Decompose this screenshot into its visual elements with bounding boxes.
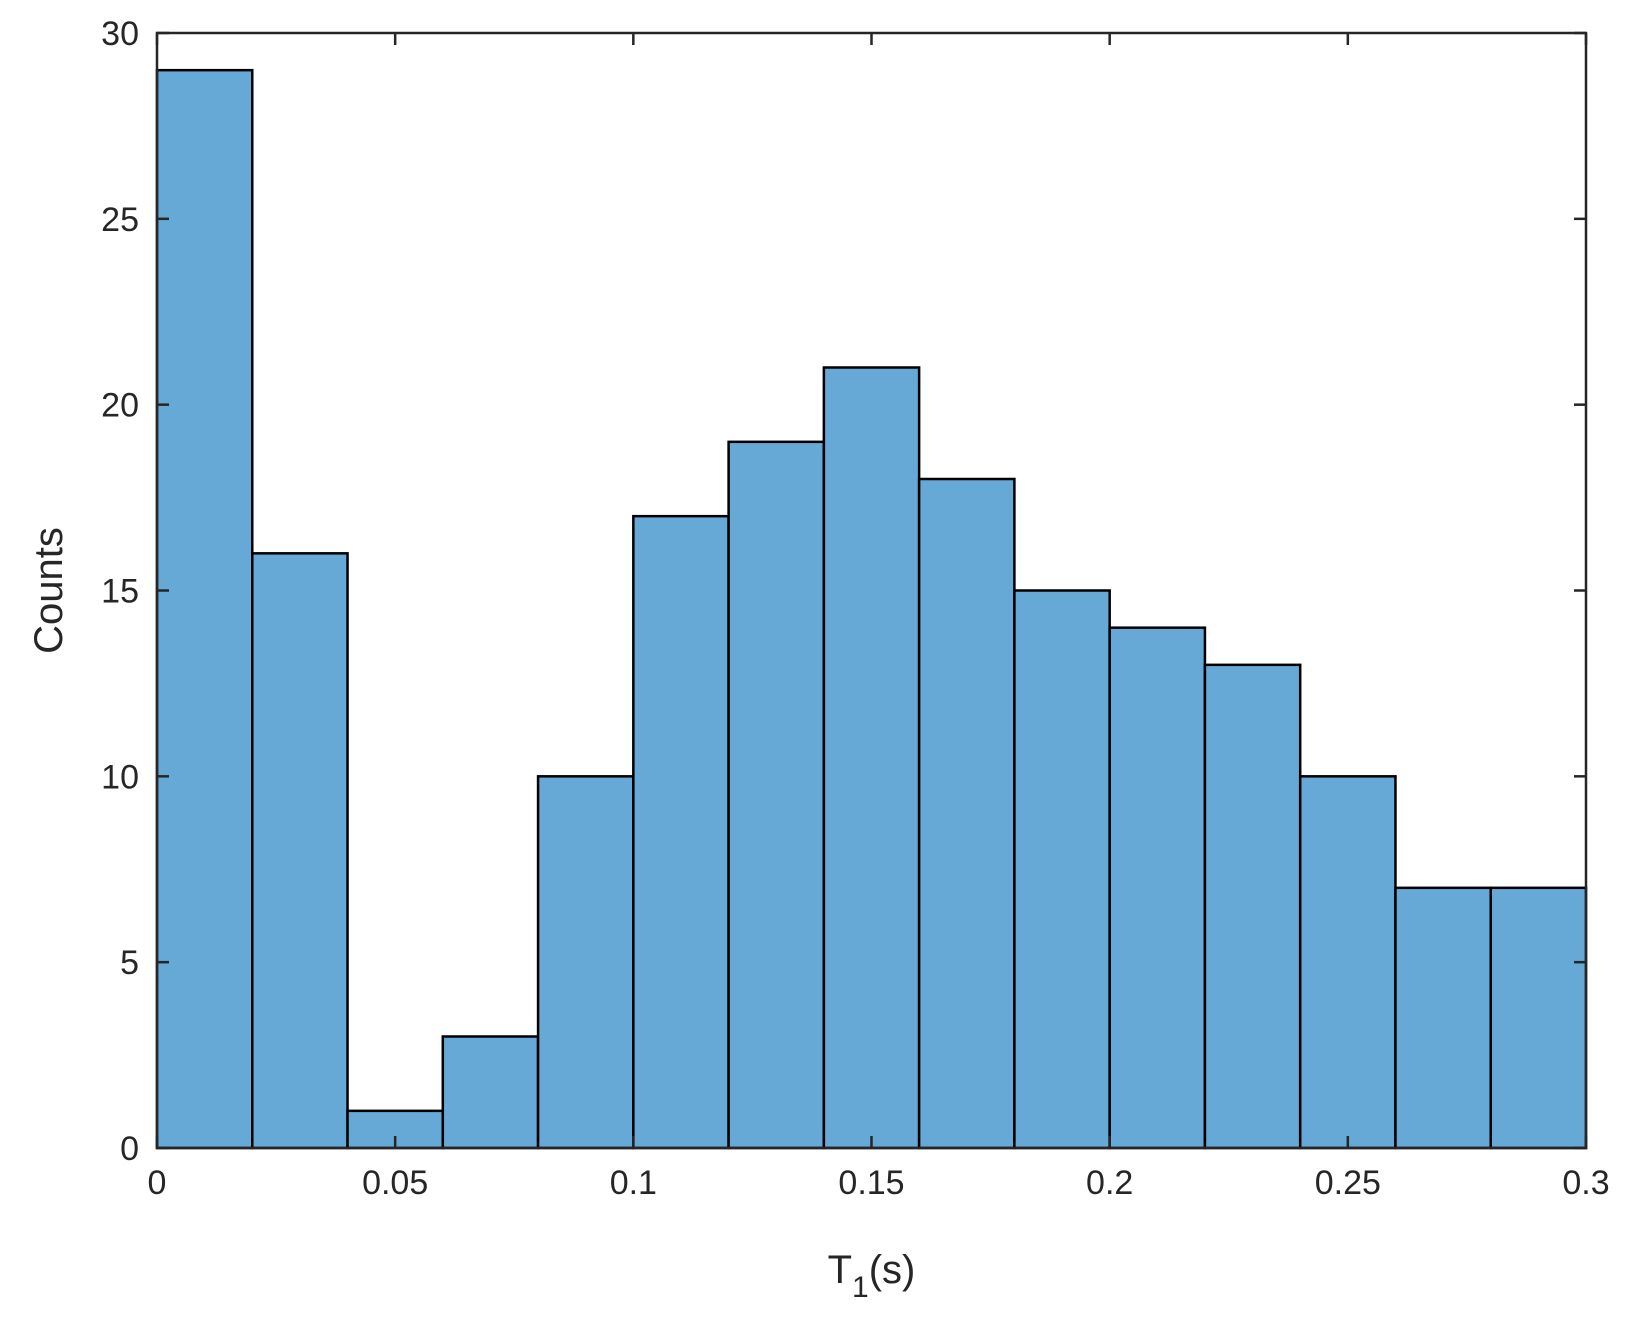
- y-tick-label: 5: [120, 944, 139, 982]
- histogram-bar: [1394, 886, 1492, 1150]
- histogram-bar: [1013, 589, 1111, 1150]
- y-tick-label: 15: [101, 573, 139, 611]
- y-tick-label: 30: [101, 15, 139, 53]
- ticks-group: [155, 31, 1588, 1150]
- histogram-bar: [632, 514, 730, 1150]
- x-axis-label-suffix: (s): [869, 1248, 916, 1292]
- histogram-bar: [1203, 663, 1302, 1150]
- y-tick-label: 25: [101, 201, 139, 239]
- histogram-bar: [251, 552, 349, 1150]
- x-axis-label-main: T: [828, 1248, 852, 1292]
- histogram-bar: [917, 477, 1016, 1150]
- histogram-bar: [1298, 775, 1397, 1150]
- bars-group: [155, 68, 1588, 1150]
- x-tick-label: 0.25: [1315, 1164, 1381, 1202]
- y-tick-label: 20: [101, 387, 139, 425]
- histogram-bar: [1108, 626, 1207, 1150]
- histogram-bar: [536, 775, 635, 1150]
- y-tick-label: 10: [101, 758, 139, 796]
- x-tick-label: 0.3: [1562, 1164, 1609, 1202]
- y-tick-label: 0: [120, 1130, 139, 1168]
- histogram-bar: [822, 366, 921, 1150]
- x-tick-label: 0.15: [838, 1164, 904, 1202]
- x-tick-label: 0.2: [1086, 1164, 1133, 1202]
- y-axis-label: Counts: [27, 527, 71, 654]
- histogram-bar: [155, 68, 254, 1150]
- x-axis-label: T1(s): [828, 1248, 916, 1304]
- x-tick-label: 0: [148, 1164, 167, 1202]
- tick-labels-group: 0 0.05 0.1 0.15 0.2 0.25 0.3 0 5 10 15 20 25 30: [101, 15, 1609, 1202]
- histogram-bar: [441, 1035, 540, 1150]
- histogram-bar: [1489, 886, 1588, 1150]
- x-axis-label-subscript: 1: [852, 1271, 869, 1304]
- histogram-bar: [727, 440, 826, 1150]
- x-tick-label: 0.1: [610, 1164, 657, 1202]
- x-tick-label: 0.05: [362, 1164, 428, 1202]
